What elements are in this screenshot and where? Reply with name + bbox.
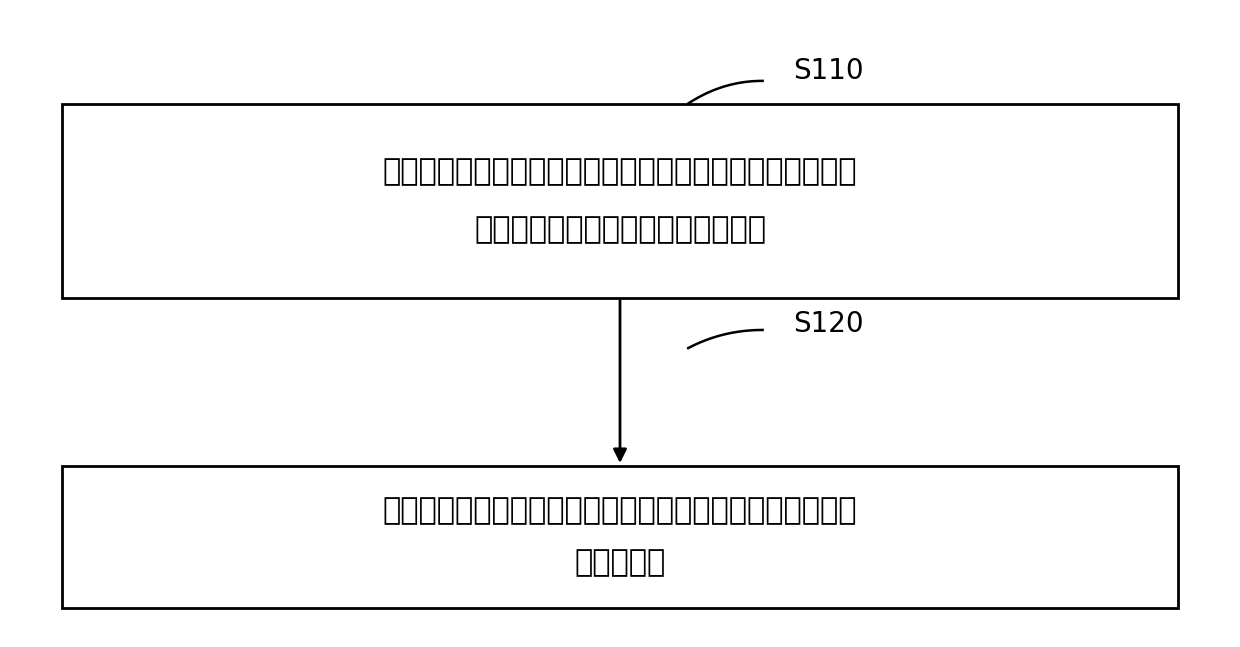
FancyBboxPatch shape xyxy=(62,104,1178,298)
Text: 在大型电动机启动过程中，获取大型变压器的差动电流；大: 在大型电动机启动过程中，获取大型变压器的差动电流；大 xyxy=(383,157,857,186)
Text: 型电动机连接在大型变压器的低压侧: 型电动机连接在大型变压器的低压侧 xyxy=(474,215,766,244)
Text: 若差动电流满足预设极性条件，则确认大型变压器的差动保: 若差动电流满足预设极性条件，则确认大型变压器的差动保 xyxy=(383,497,857,525)
Text: S120: S120 xyxy=(794,309,864,338)
Text: 护极性正确: 护极性正确 xyxy=(574,549,666,577)
Text: S110: S110 xyxy=(794,57,864,85)
FancyBboxPatch shape xyxy=(62,466,1178,608)
